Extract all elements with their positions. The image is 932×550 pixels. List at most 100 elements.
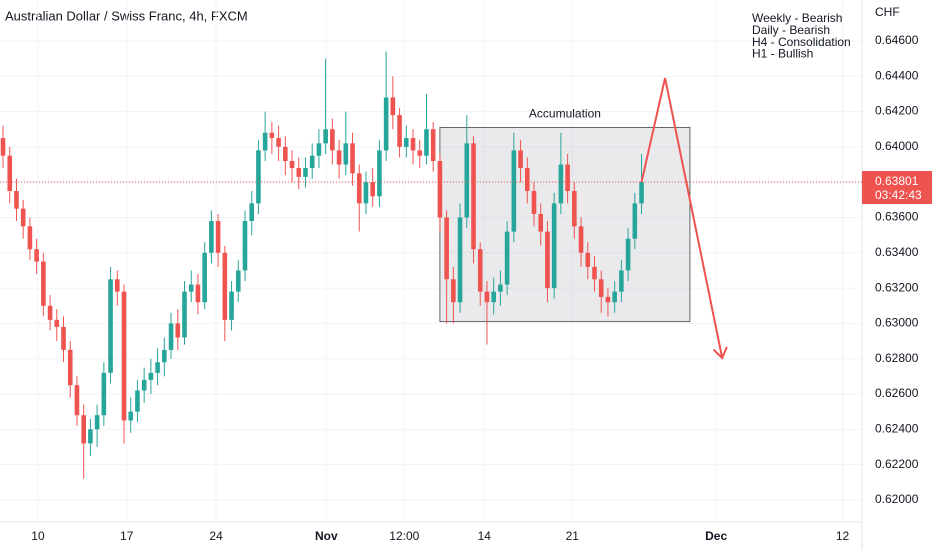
candle-body [276,138,281,147]
candle-body [155,362,160,373]
candle-body [390,97,396,116]
candle-body [558,164,564,204]
candle-body [296,168,302,177]
candle-body [256,150,261,204]
candle-body [175,323,181,338]
candle-body [20,208,26,227]
candle-body [370,182,375,197]
candle-body [209,221,214,253]
x-tick-label: 10 [31,529,45,543]
candle-body [612,291,617,303]
candle-body [283,146,288,161]
candle-body [518,150,523,169]
candle-body [14,191,19,209]
candle-body [397,115,402,147]
candle-body [81,415,86,444]
x-tick-label: Nov [315,529,338,543]
box-label: Accumulation [529,107,601,121]
candle-body [148,372,154,380]
candle-body [625,238,631,271]
y-tick-label: 0.62400 [875,421,919,435]
x-tick-label: 12 [836,529,850,543]
candle-body [592,266,597,280]
candle-body [61,326,66,350]
candle-body [135,390,140,412]
candle-body [437,160,443,218]
price-tag [862,171,932,205]
candle-body [323,129,328,144]
accumulation-box [439,127,691,323]
candle-body [303,168,308,177]
candle-body [565,164,570,192]
candle-body [619,270,624,292]
candle-body [121,291,127,421]
y-tick-label: 0.64400 [875,68,919,82]
candle-body [222,252,228,320]
candle-body [269,132,275,139]
annotation: Weekly - Bearish [752,11,842,25]
candle-body [128,411,134,421]
candle-body [504,231,510,285]
candle-body [356,173,362,204]
candle-body [188,284,194,292]
candle-body [551,203,557,289]
last-price-label: 0.63801 [875,174,919,188]
candle-body [94,415,100,430]
candle-body [545,231,550,289]
candle-body [249,203,255,222]
candle-body [229,291,234,320]
candle-body [424,129,429,156]
candle-body [451,279,456,303]
y-tick-label: 0.62000 [875,492,919,506]
y-tick-label: 0.63200 [875,280,919,294]
candle-body [162,349,167,363]
candle-body [330,129,335,151]
y-tick-label: 0.63400 [875,245,919,259]
x-tick-label: 21 [566,529,580,543]
candle-body [444,217,449,280]
candle-body [47,305,53,320]
candle-body [309,155,315,169]
candle-body [471,143,476,250]
candle-body [639,182,644,204]
x-tick-label: Dec [705,529,727,543]
candle-body [498,284,503,292]
candle-body [336,150,342,165]
y-tick-label: 0.64200 [875,104,919,118]
y-tick-label: 0.62200 [875,457,919,471]
candle-body [242,221,248,271]
candle-body [377,150,382,197]
annotation: H4 - Consolidation [752,35,851,49]
candle-body [215,221,221,253]
candle-body [383,97,389,151]
annotation: Daily - Bearish [752,23,830,37]
candle-body [101,372,107,416]
y-tick-label: 0.62600 [875,386,919,400]
candle-body [262,132,268,151]
candle-body [457,217,463,303]
x-tick-label: 24 [209,529,223,543]
candle-body [585,252,591,267]
candle-body [464,143,470,218]
candle-body [605,296,611,303]
annotation: H1 - Bullish [752,47,813,61]
candle-body [88,429,93,444]
candle-body [430,129,436,161]
candle-body [195,284,201,303]
arrow-head [712,346,728,360]
y-tick-label: 0.63600 [875,210,919,224]
candle-body [632,203,638,239]
candle-body [34,249,39,262]
candle-body [41,261,46,306]
candle-body [202,252,207,303]
candle-body [524,168,530,192]
candle-body [7,155,13,192]
candle-body [114,279,120,292]
countdown-label: 03:42:43 [875,188,922,202]
candle-body [511,150,517,232]
candle-body [477,249,483,292]
candle-body [74,385,80,416]
candle-body [0,138,6,156]
candle-body [343,143,349,165]
